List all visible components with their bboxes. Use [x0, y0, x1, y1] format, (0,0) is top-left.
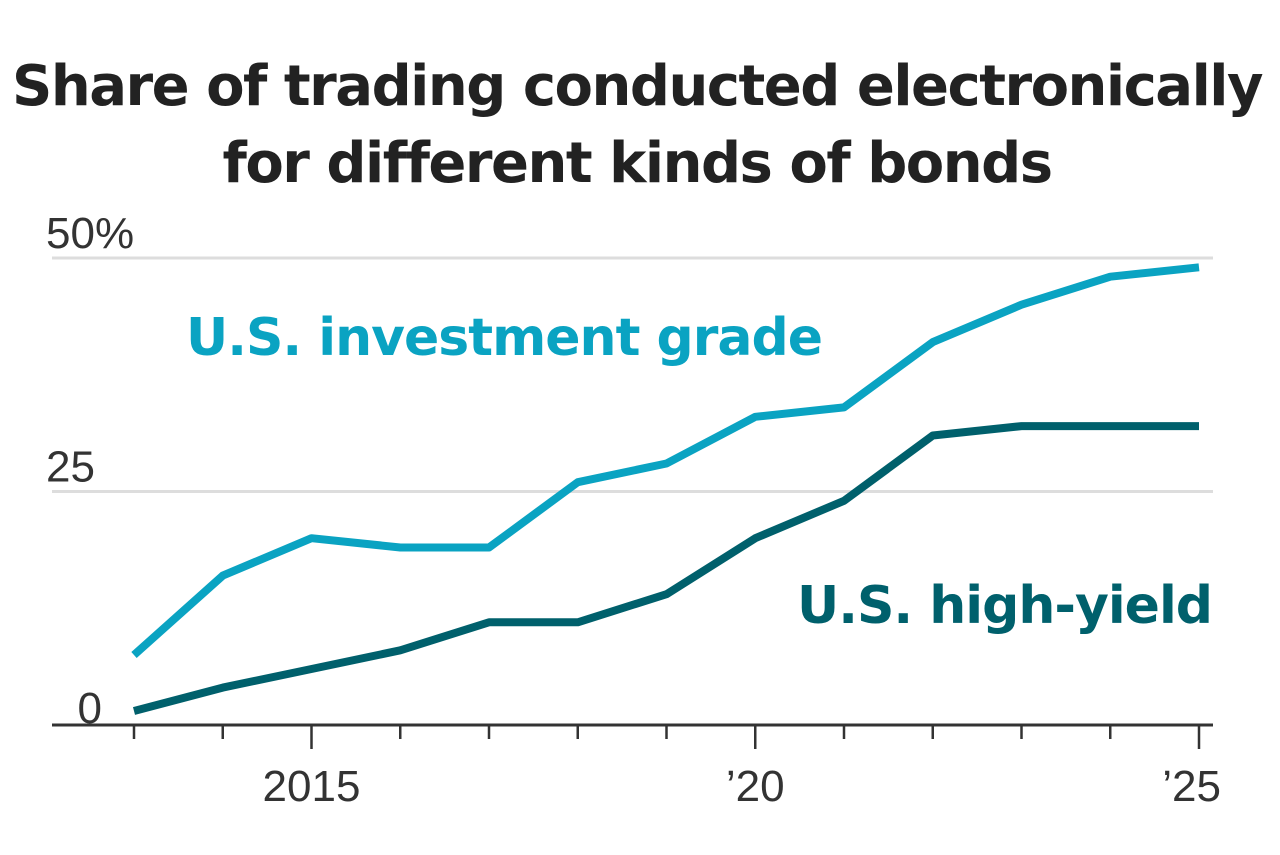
- y-tick-label-50: 50%: [46, 209, 134, 258]
- chart-title-line-2: for different kinds of bonds: [222, 131, 1051, 196]
- series-lines: [131, 263, 1200, 715]
- tick-labels: 0 25 50% 2015 ’20 ’25: [46, 209, 1221, 811]
- x-tick-label-2015: 2015: [263, 762, 361, 811]
- series-label-investment-grade: U.S. investment grade: [186, 308, 822, 368]
- x-tick-label-2025: ’25: [1162, 762, 1221, 811]
- series-label-high-yield: U.S. high-yield: [797, 576, 1212, 636]
- y-tick-label-0: 0: [78, 684, 102, 733]
- x-tick-label-2020: ’20: [726, 762, 785, 811]
- chart-title-line-1: Share of trading conducted electronicall…: [12, 54, 1263, 119]
- series-line-u-s-investment-grade: [131, 263, 1200, 658]
- series-line-u-s-high-yield: [132, 422, 1199, 715]
- gridlines: [52, 256, 1213, 493]
- x-axis: [52, 723, 1213, 749]
- y-tick-label-25: 25: [46, 443, 95, 492]
